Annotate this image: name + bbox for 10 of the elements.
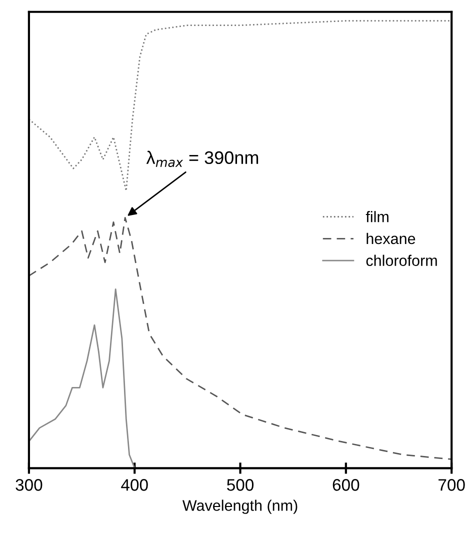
legend-label: film bbox=[366, 211, 388, 222]
x-tick-label: 700 bbox=[438, 479, 465, 491]
legend-label: hexane bbox=[366, 232, 416, 244]
annotation: λ$_{max}$ = 390nm bbox=[146, 150, 258, 168]
x-axis-title: Wavelength (nm) bbox=[182, 500, 298, 514]
legend-label: chloroform bbox=[366, 254, 437, 266]
x-tick-label: 300 bbox=[16, 479, 42, 491]
x-tick-label: 400 bbox=[121, 479, 148, 491]
x-tick-label: 500 bbox=[227, 479, 254, 491]
x-tick-label: 600 bbox=[332, 479, 360, 491]
